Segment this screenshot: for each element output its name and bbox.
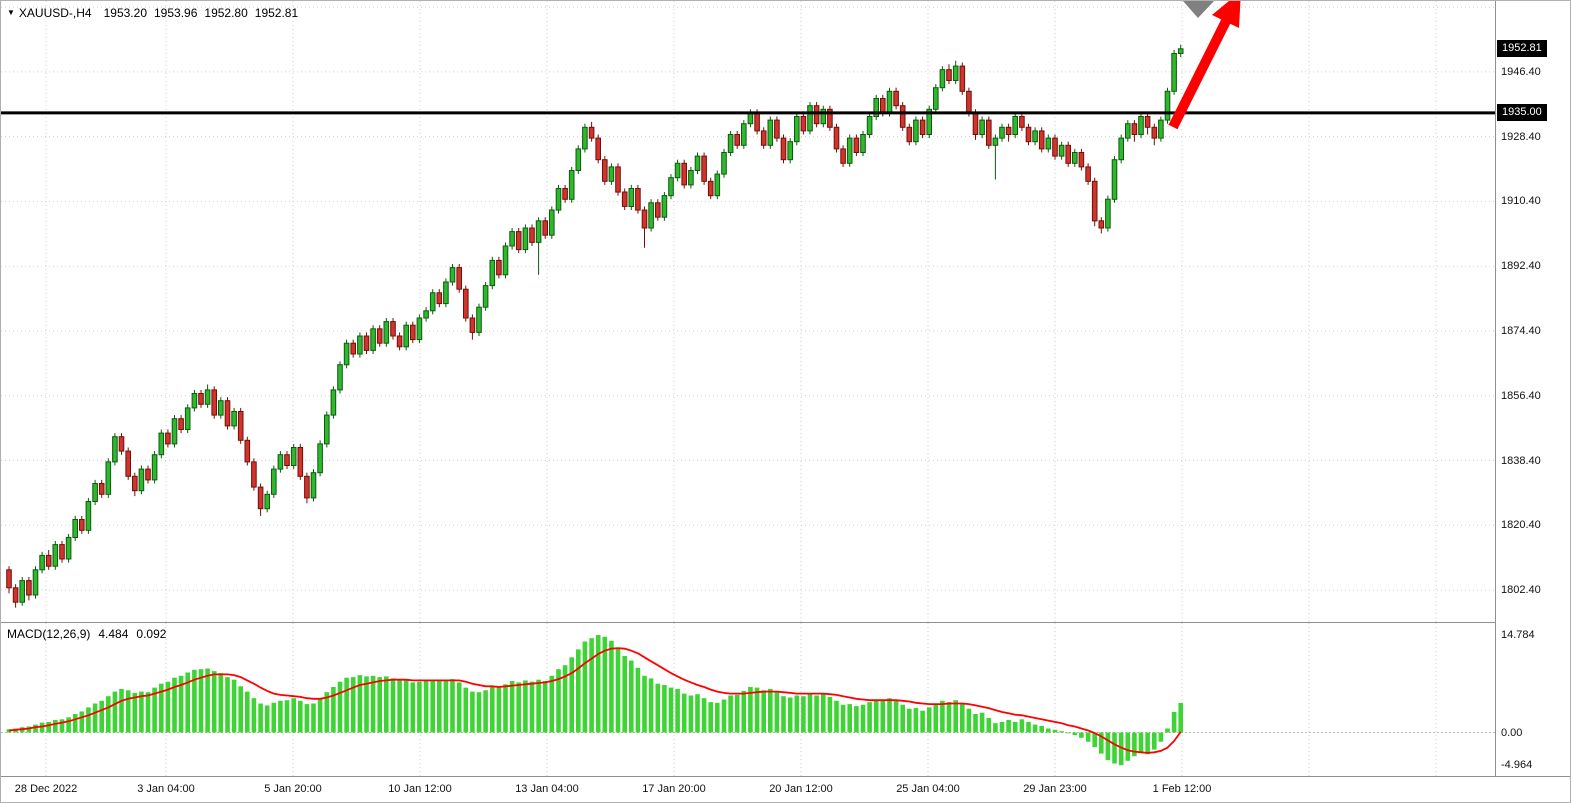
price-axis-label: 1874.40 (1501, 324, 1541, 337)
time-axis-label: 20 Jan 12:00 (769, 783, 833, 795)
macd-axis-label: -4.964 (1501, 759, 1533, 772)
time-axis-label: 1 Feb 12:00 (1152, 783, 1212, 795)
macd-value-label: 4.484 (98, 627, 129, 641)
time-axis-label: 10 Jan 12:00 (388, 783, 452, 795)
price-axis[interactable]: 1946.40 1928.40 1910.40 1892.40 1874.40 1856.… (1495, 1, 1570, 776)
macd-grid-layer (1, 623, 1495, 776)
current-price-tag: 1952.81 (1497, 39, 1547, 57)
time-axis-label: 3 Jan 04:00 (137, 783, 195, 795)
macd-histogram (6, 635, 1183, 766)
price-axis-label: 1946.40 (1501, 65, 1541, 78)
symbol-timeframe-label: XAUUSD-,H4 (18, 6, 92, 20)
macd-axis-label: 14.784 (1501, 629, 1535, 641)
close-value: 1952.81 (254, 6, 299, 20)
price-axis-label: 1856.40 (1501, 389, 1541, 402)
price-axis-label: 1802.40 (1501, 584, 1541, 596)
arrow-anchor-icon (1183, 1, 1214, 18)
line-price-tag: 1935.00 (1497, 103, 1547, 121)
macd-axis-label: 0.00 (1501, 726, 1523, 739)
time-axis-label: 28 Dec 2022 (14, 783, 78, 795)
macd-signal-value-label: 0.092 (136, 627, 167, 641)
price-axis-label: 1910.40 (1501, 195, 1541, 208)
time-axis-label: 25 Jan 04:00 (896, 783, 960, 795)
macd-indicator-label: MACD(12,26,9) 4.484 0.092 (7, 627, 174, 641)
time-axis-label: 5 Jan 20:00 (264, 783, 322, 795)
price-axis-label: 1892.40 (1501, 260, 1541, 273)
symbol-dropdown-icon[interactable]: ▼ (7, 8, 15, 17)
macd-name-label: MACD(12,26,9) (7, 627, 91, 641)
low-value: 1952.80 (204, 6, 248, 20)
price-axis-label: 1838.40 (1501, 454, 1541, 467)
high-value: 1953.96 (154, 6, 198, 20)
price-pane[interactable]: ▼ XAUUSD-,H4 1953.20 1953.96 1952.80 1952.81 (1, 1, 1495, 623)
open-value: 1953.20 (103, 6, 147, 20)
time-axis-label: 13 Jan 04:00 (515, 783, 579, 795)
trend-arrow-object[interactable] (1168, 1, 1241, 130)
time-axis[interactable]: 28 Dec 2022 3 Jan 04:00 5 Jan 20:00 10 Jan … (1, 776, 1570, 802)
grid-layer (1, 1, 1495, 622)
candles-layer (6, 44, 1184, 608)
time-axis-label: 29 Jan 23:00 (1023, 783, 1087, 795)
chart-ohlc-header: ▼ XAUUSD-,H4 1953.20 1953.96 1952.80 1952.81 (7, 6, 305, 20)
price-axis-label: 1928.40 (1501, 130, 1541, 143)
price-axis-label: 1820.40 (1501, 519, 1541, 532)
macd-signal-line (8, 647, 1182, 754)
macd-pane[interactable]: MACD(12,26,9) 4.484 0.092 (1, 623, 1495, 776)
price-chart-canvas[interactable] (1, 1, 1495, 622)
time-axis-label: 17 Jan 20:00 (642, 783, 706, 795)
macd-chart-canvas[interactable] (1, 623, 1495, 776)
